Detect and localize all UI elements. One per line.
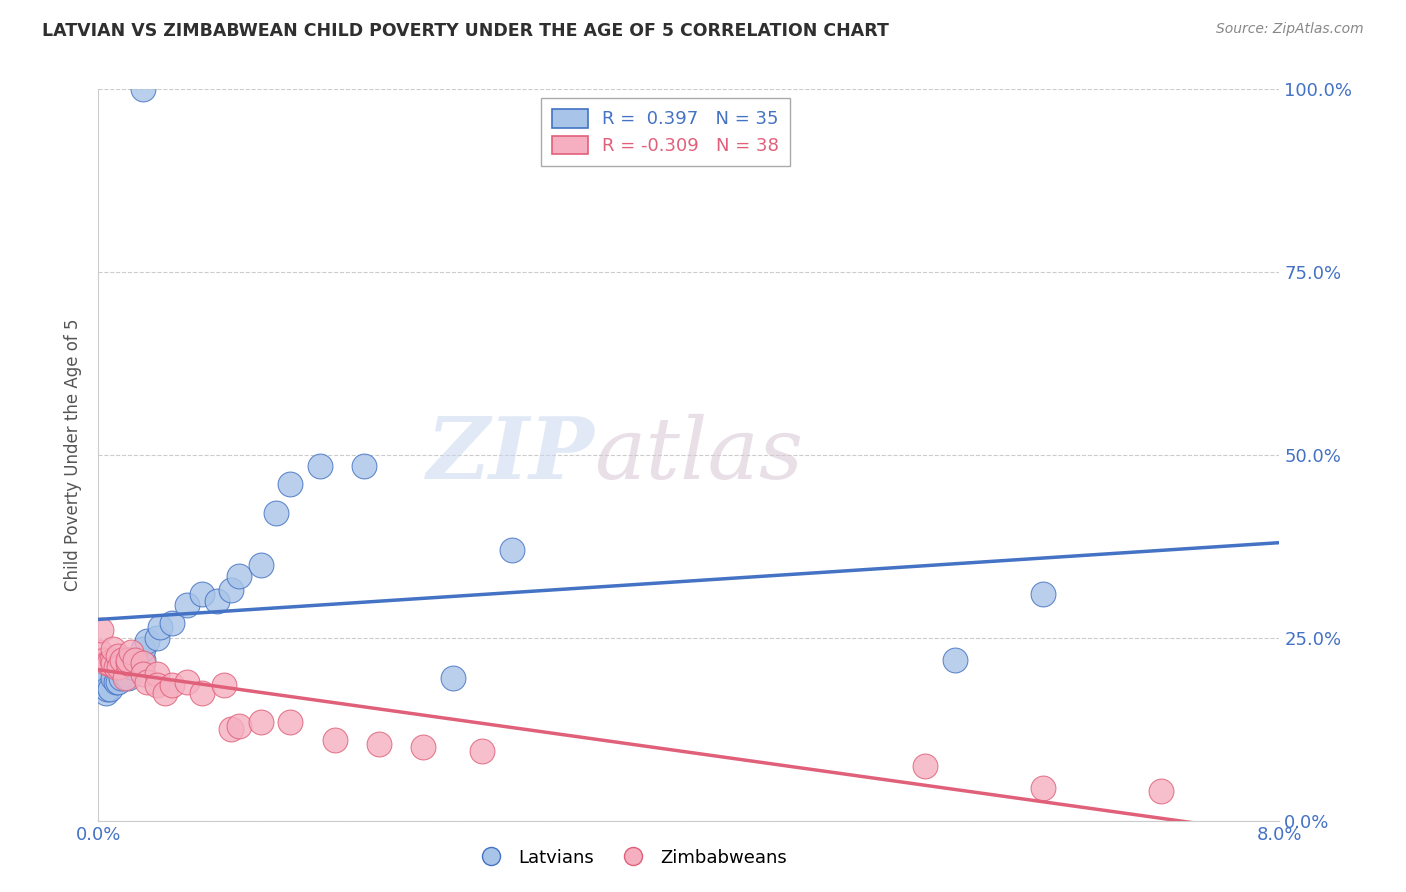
Y-axis label: Child Poverty Under the Age of 5: Child Poverty Under the Age of 5	[65, 318, 83, 591]
Point	[1150, 784, 1173, 798]
Point	[250, 714, 273, 729]
Point	[107, 649, 129, 664]
Point	[162, 616, 183, 631]
Text: LATVIAN VS ZIMBABWEAN CHILD POVERTY UNDER THE AGE OF 5 CORRELATION CHART: LATVIAN VS ZIMBABWEAN CHILD POVERTY UNDE…	[42, 22, 889, 40]
Point	[111, 653, 134, 667]
Point	[278, 714, 302, 729]
Point	[108, 660, 131, 674]
Point	[412, 740, 434, 755]
Text: ZIP: ZIP	[426, 413, 595, 497]
Point	[149, 620, 172, 634]
Point	[97, 657, 120, 671]
Point	[471, 744, 494, 758]
Point	[132, 653, 155, 667]
Point	[367, 737, 389, 751]
Point	[212, 678, 235, 692]
Point	[96, 657, 118, 671]
Point	[120, 660, 142, 674]
Point	[146, 631, 169, 645]
Point	[98, 681, 121, 696]
Point	[136, 674, 159, 689]
Point	[205, 594, 228, 608]
Point	[117, 671, 139, 685]
Point	[117, 653, 139, 667]
Point	[103, 641, 125, 656]
Point	[107, 674, 129, 689]
Point	[219, 583, 242, 598]
Point	[96, 681, 118, 696]
Point	[228, 568, 250, 582]
Point	[219, 723, 242, 737]
Point	[136, 634, 159, 648]
Point	[176, 674, 198, 689]
Point	[441, 671, 464, 685]
Point	[146, 678, 169, 692]
Point	[117, 653, 139, 667]
Point	[90, 624, 112, 638]
Point	[153, 686, 176, 700]
Point	[100, 653, 122, 667]
Point	[103, 671, 125, 685]
Point	[89, 645, 111, 659]
Point	[308, 458, 332, 473]
Point	[105, 660, 128, 674]
Point	[132, 667, 155, 681]
Point	[176, 598, 198, 612]
Point	[501, 543, 523, 558]
Point	[353, 458, 375, 473]
Point	[124, 657, 146, 671]
Point	[132, 657, 155, 671]
Point	[132, 82, 155, 96]
Point	[105, 674, 128, 689]
Point	[191, 587, 214, 601]
Point	[191, 686, 214, 700]
Point	[91, 674, 114, 689]
Point	[1032, 780, 1054, 795]
Point	[91, 678, 114, 692]
Point	[94, 686, 117, 700]
Point	[103, 657, 125, 671]
Point	[93, 653, 115, 667]
Text: atlas: atlas	[595, 414, 804, 496]
Point	[112, 667, 135, 681]
Point	[228, 718, 250, 732]
Point	[278, 477, 302, 491]
Point	[110, 671, 132, 685]
Point	[914, 758, 936, 772]
Point	[117, 657, 139, 671]
Point	[943, 653, 966, 667]
Point	[264, 507, 287, 521]
Point	[124, 653, 146, 667]
Point	[162, 678, 183, 692]
Point	[146, 667, 169, 681]
Point	[250, 558, 273, 572]
Legend: Latvians, Zimbabweans: Latvians, Zimbabweans	[465, 841, 794, 874]
Point	[1032, 587, 1054, 601]
Point	[120, 645, 142, 659]
Point	[132, 641, 155, 656]
Text: Source: ZipAtlas.com: Source: ZipAtlas.com	[1216, 22, 1364, 37]
Point	[323, 733, 346, 747]
Point	[114, 671, 136, 685]
